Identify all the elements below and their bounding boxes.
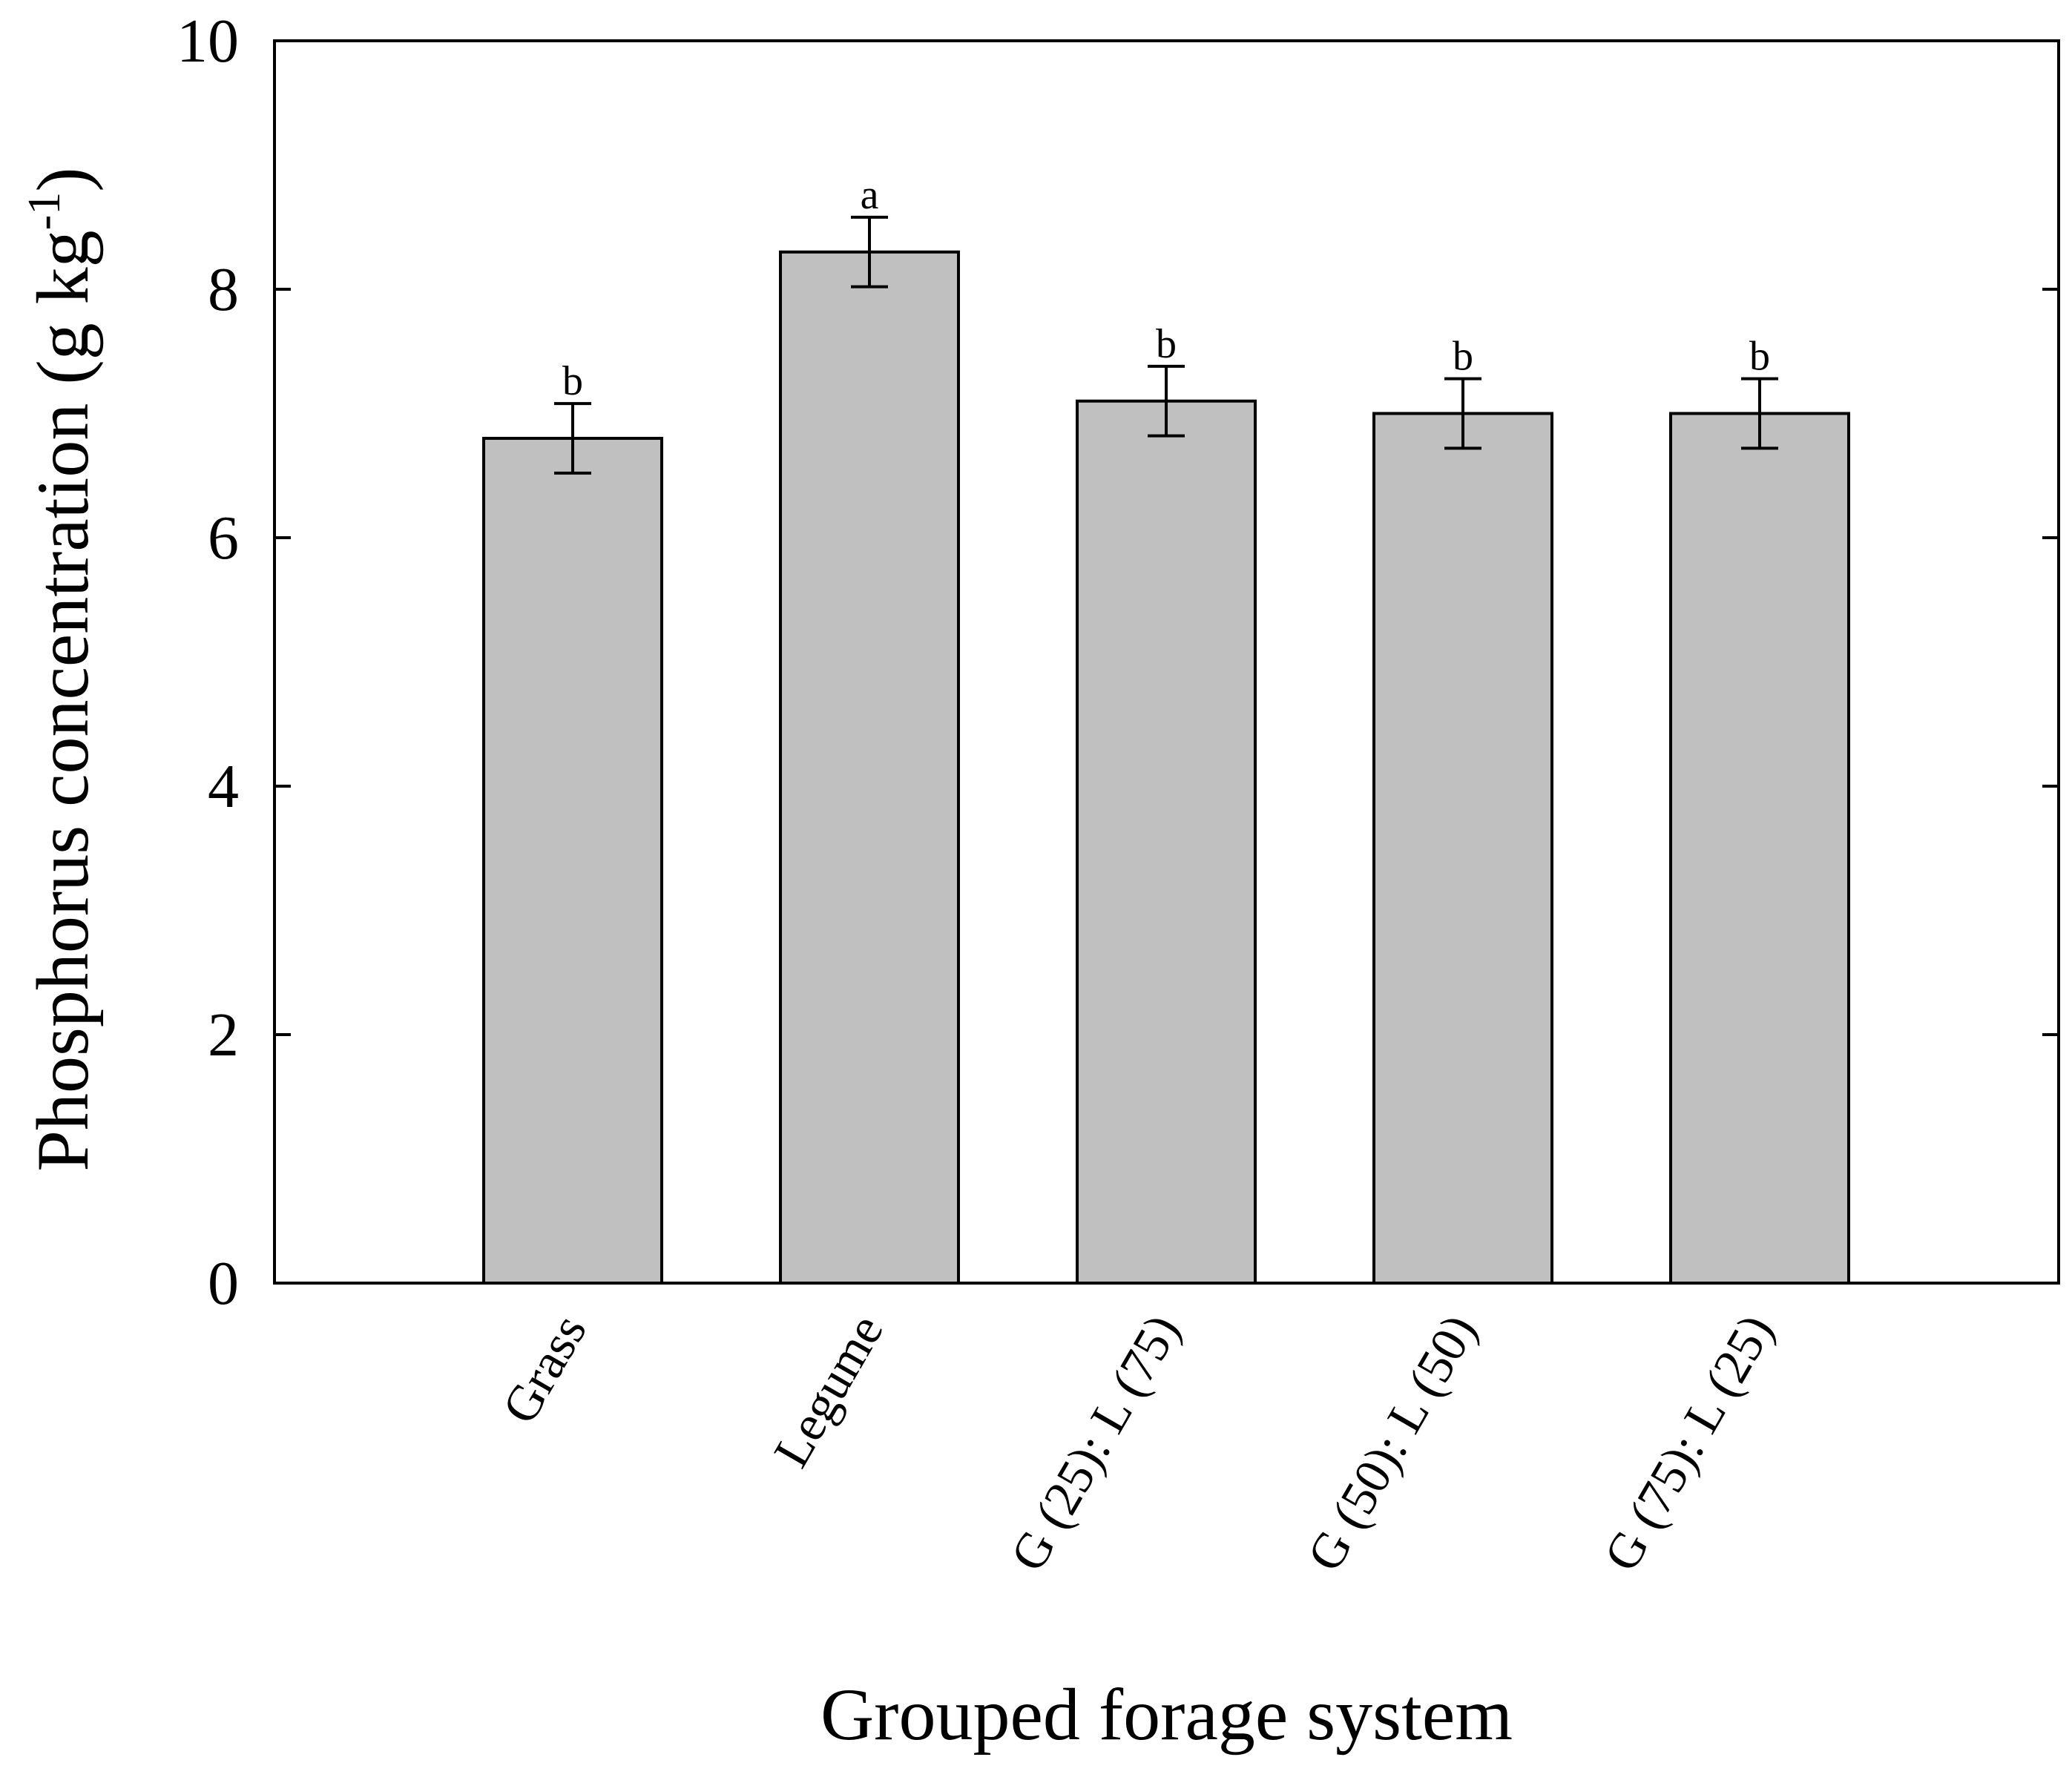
y-axis-title-main: Phosphorus concentration (g kg (22, 230, 104, 1171)
x-tick-label-grass: Grass (491, 1305, 597, 1433)
x-tick-label-g-75-l-25: G (75): L (25) (1593, 1305, 1784, 1580)
y-tick-label-10: 10 (177, 7, 239, 76)
x-tick-label-legume: Legume (763, 1305, 894, 1477)
significance-labels-group: b a b b b (562, 172, 1770, 404)
y-tick-label-8: 8 (208, 255, 239, 324)
significance-label-legume: a (861, 172, 879, 218)
bar-g-75-l-25 (1669, 412, 1850, 1285)
significance-label-g-75-l-25: b (1749, 334, 1770, 380)
x-tick-label-g-25-l-75: G (25): L (75) (999, 1305, 1191, 1580)
y-axis-title: Phosphorus concentration (g kg-1) (19, 167, 104, 1171)
bar-legume (779, 250, 960, 1285)
error-bars-group (554, 215, 1778, 475)
significance-label-grass: b (562, 358, 583, 404)
bar-g-50-l-50 (1372, 412, 1553, 1285)
x-axis-title: Grouped forage system (820, 1673, 1513, 1756)
y-tick-label-4: 4 (208, 752, 239, 821)
y-axis-title-suffix: ) (22, 167, 104, 191)
plot-frame (273, 39, 2060, 1285)
x-axis-category-labels: Grass Legume G (25): L (75) G (50): L (50) G… (491, 1305, 1784, 1580)
y-tick-label-0: 0 (208, 1249, 239, 1318)
y-tick-label-2: 2 (208, 1001, 239, 1069)
significance-label-g-50-l-50: b (1453, 334, 1473, 380)
x-tick-label-g-50-l-50: G (50): L (50) (1296, 1305, 1487, 1580)
y-axis-title-superscript: -1 (19, 192, 70, 231)
significance-label-g-25-l-75: b (1156, 321, 1177, 367)
bar-grass (482, 437, 663, 1285)
y-axis-ticks: 0 2 4 6 8 10 (177, 7, 2059, 1318)
bar-g-25-l-75 (1076, 399, 1257, 1285)
y-tick-label-6: 6 (208, 504, 239, 573)
